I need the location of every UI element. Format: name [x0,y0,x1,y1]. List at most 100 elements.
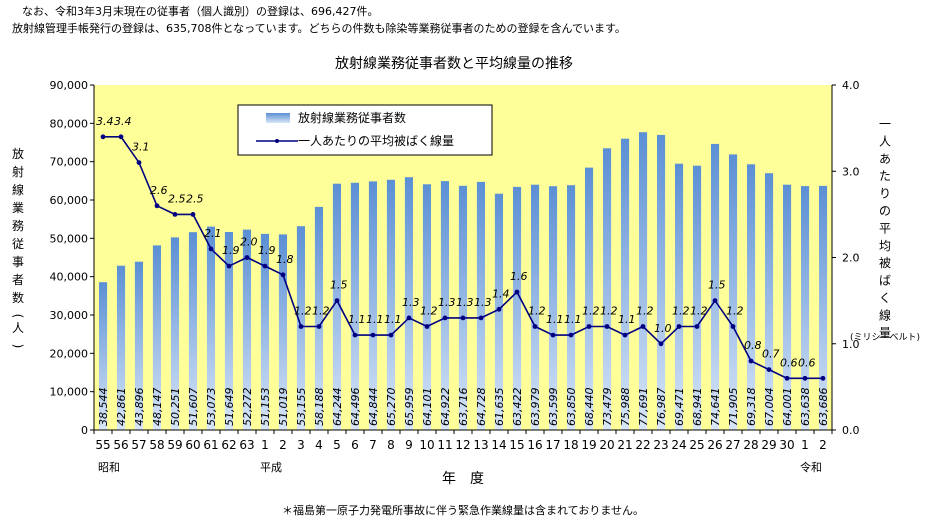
bar [224,232,233,430]
dose-value-label: 1.5 [708,279,726,292]
y2-axis-title-char: り [879,187,891,201]
bar-value-label: 61,635 [493,388,506,427]
bar [117,265,126,430]
dose-point [316,324,322,329]
bar [513,186,522,430]
bar [99,282,108,430]
x-tick-label: 16 [527,438,542,452]
x-axis-title: 年 度 [442,471,484,487]
y-tick-label: 0 [81,424,88,437]
dose-value-label: 3.1 [132,141,150,154]
dose-value-label: 1.9 [258,244,276,257]
x-tick-label: 25 [689,438,704,452]
legend-bar-swatch [266,113,290,123]
dose-point [658,341,664,347]
bar [783,184,792,430]
y-axis-title-char: ( [11,314,25,319]
dose-point [424,324,430,329]
dose-point [334,298,340,303]
bar-value-label: 48,147 [151,388,164,427]
bar [675,163,684,430]
bar [476,181,485,430]
bar [549,186,558,430]
x-tick-label: 12 [455,438,470,452]
y-tick-label: 40,000 [50,271,89,284]
x-tick-label: 28 [743,438,758,452]
y-axis-title-char: 人 [12,321,24,335]
y-tick-label: 50,000 [50,232,89,245]
dose-point [460,315,466,321]
bar-value-label: 64,844 [367,388,380,427]
dose-point [298,324,304,329]
legend: 放射線業務従事者数 一人あたりの平均被ばく線量 [237,104,493,156]
dose-point [406,315,412,321]
bar-value-label: 76,987 [655,388,668,427]
legend-line-marker [275,139,279,143]
dose-point [748,358,754,364]
bar-value-label: 67,004 [763,388,776,427]
x-tick-label: 17 [545,438,560,452]
bar [693,165,702,430]
dose-point [586,324,592,329]
dose-point [280,272,286,278]
y-tick-label: 80,000 [50,117,89,130]
x-tick-label: 11 [437,438,452,452]
bar-value-label: 53,155 [295,388,308,427]
dose-point [532,324,538,329]
bar-value-label: 64,922 [439,388,452,427]
dose-value-label: 1.3 [456,296,474,309]
era-label: 昭和 [98,461,120,474]
x-tick-label: 60 [185,438,200,452]
dose-value-label: 0.6 [798,356,816,369]
dose-value-label: 1.6 [510,270,528,283]
dose-point [370,332,376,338]
bar [711,143,720,430]
dose-point [514,289,520,295]
y-axis-title-char: 業 [12,201,24,215]
dose-point [694,324,700,329]
bar [440,181,449,430]
y2-axis-title: 一人あたりの平均被ばく線量(ミリシーベルト) [850,117,920,343]
x-tick-label: 1 [801,438,809,452]
bar [729,154,738,430]
dose-point [388,332,394,338]
x-tick-label: 23 [653,438,668,452]
dose-value-label: 1.1 [546,313,564,326]
y2-axis-unit: (ミリシーベルト) [850,333,920,343]
dose-point [712,298,718,303]
x-tick-label: 20 [599,438,614,452]
x-tick-label: 13 [473,438,488,452]
y2-axis-title-char: の [879,204,891,218]
dose-value-label: 1.5 [330,279,348,292]
y-tick-label: 90,000 [50,79,89,92]
dose-value-label: 1.2 [690,305,708,318]
dose-value-label: 1.3 [474,296,492,309]
dose-value-label: 2.0 [240,236,258,249]
bar [621,138,630,430]
dose-point [226,263,232,269]
dose-value-label: 0.8 [744,339,762,352]
legend-bar-label: 放射線業務従事者数 [298,110,406,125]
bar-value-label: 74,641 [709,388,722,427]
y2-tick-label: 4.0 [842,79,860,92]
dose-value-label: 1.2 [672,305,690,318]
bar [260,233,269,430]
bar [314,206,323,430]
dose-point [622,332,628,338]
bar [188,232,197,430]
bar [657,134,666,430]
note-line-2: 放射線管理手帳発行の登録は、635,708件となっています。どちらの件数も除染等… [12,22,626,35]
y-tick-label: 20,000 [50,347,89,360]
x-tick-label: 4 [315,438,323,452]
bar-value-label: 65,959 [403,388,416,427]
bar [747,164,756,431]
y-tick-label: 10,000 [50,386,89,399]
line-layer: 3.4 3.43.12.62.5 2.52.11.92.01.91.81.2 1.21… [96,115,826,381]
dose-value-label: 1.2 [636,305,654,318]
bar-value-label: 68,941 [691,388,704,427]
dose-value-label: 1.2 [600,305,618,318]
dose-value-label: 1.2 [312,305,330,318]
y2-axis-title-char: 被 [879,256,891,270]
y-axis-title-char: ) [11,344,25,349]
